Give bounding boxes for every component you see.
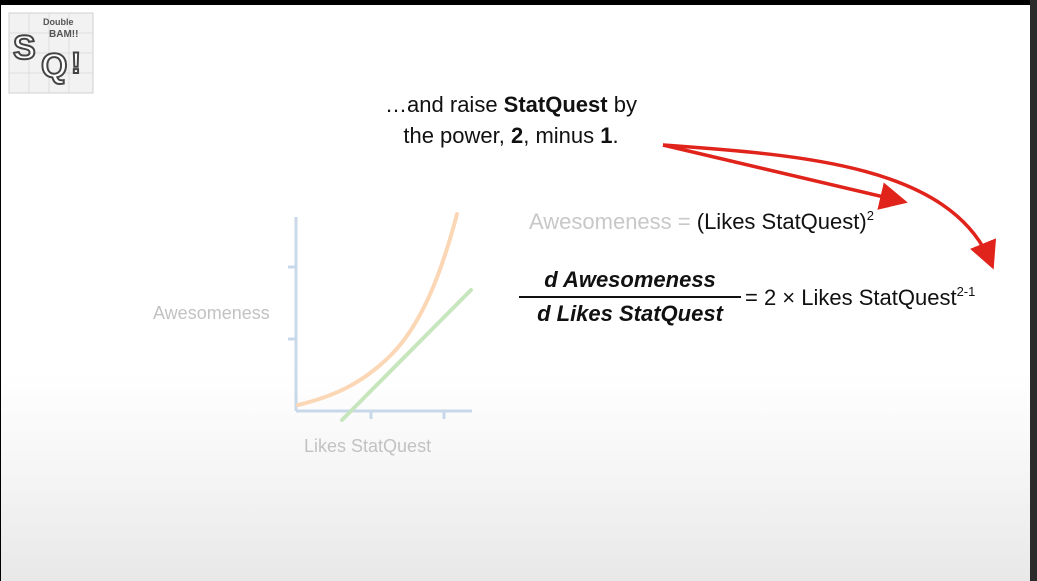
awesomeness-curve [296,212,459,407]
svg-text:!: ! [71,47,81,80]
equation-rhs: (Likes StatQuest) [696,209,867,234]
equals-sign: = [671,209,697,234]
tangent-line [340,288,473,422]
derivative-denominator: d Likes StatQuest [537,301,723,326]
graph-axes [288,217,472,419]
svg-text:S: S [13,29,36,67]
graph [288,212,473,422]
equation-awesomeness: Awesomeness = (Likes StatQuest)2 [529,208,874,235]
window-edge [1030,0,1037,581]
caption-text: …and raise StatQuest by the power, 2, mi… [385,92,637,148]
derivative-rhs-text: = 2 × Likes StatQuest [745,285,957,310]
svg-text:Q: Q [41,47,67,85]
exponent: 2 [866,208,874,223]
derivative-fraction: d Awesomeness d Likes StatQuest [519,267,741,327]
svg-text:Double: Double [43,17,74,27]
statquest-logo-icon: S Q ! Double BAM!! [8,12,94,94]
video-frame: S Q ! Double BAM!! …and raise StatQuest … [1,5,1030,581]
derivative-numerator: d Awesomeness [519,267,741,298]
x-axis-label: Likes StatQuest [304,436,432,456]
derivative-rhs: = 2 × Likes StatQuest2-1 [745,284,976,311]
svg-text:BAM!!: BAM!! [49,29,78,40]
y-axis-label: Awesomeness [153,303,270,323]
equation-lhs: Awesomeness [529,209,672,234]
derivative-exponent: 2-1 [956,284,976,299]
